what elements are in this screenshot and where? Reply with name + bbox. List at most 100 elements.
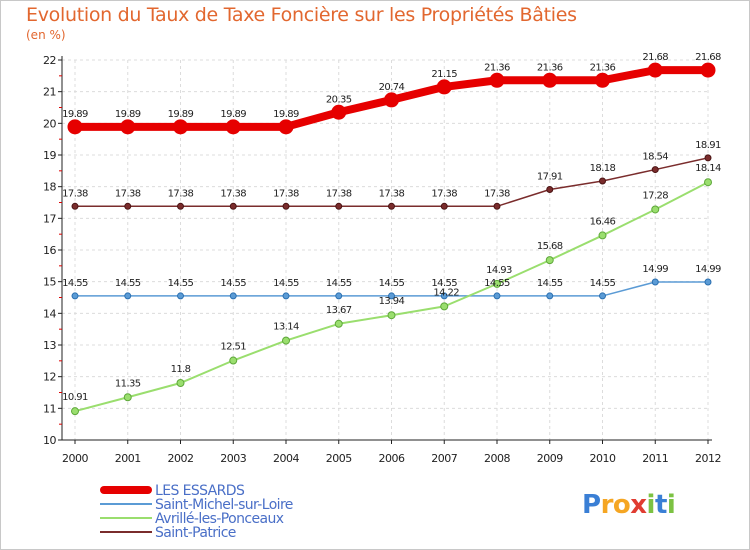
- data-label: 14.55: [326, 278, 352, 289]
- data-label: 14.55: [484, 278, 510, 289]
- data-label: 14.55: [168, 278, 194, 289]
- data-point: [282, 202, 290, 210]
- data-point: [334, 319, 343, 328]
- legend-label: Saint-Michel-sur-Loire: [155, 497, 293, 513]
- legend-item: Saint-Michel-sur-Loire: [100, 497, 360, 513]
- data-point: [599, 177, 606, 185]
- data-point: [225, 119, 241, 135]
- y-tick-label: 13: [43, 339, 56, 352]
- data-point: [384, 92, 399, 108]
- logo-letter: P: [582, 490, 601, 520]
- data-point: [173, 119, 188, 135]
- x-tick-label: 2000: [62, 452, 88, 465]
- data-point: [599, 292, 606, 300]
- data-point: [704, 278, 712, 286]
- legend-swatch: [100, 486, 152, 494]
- x-tick-label: 2006: [379, 452, 405, 465]
- data-label: 21.36: [484, 62, 510, 73]
- data-point: [124, 202, 132, 210]
- data-point: [489, 72, 505, 88]
- data-point: [71, 407, 79, 416]
- x-tick-label: 2011: [642, 452, 668, 465]
- logo-letter: i: [666, 490, 676, 520]
- data-label: 10.91: [62, 392, 88, 403]
- data-label: 18.18: [590, 163, 616, 174]
- data-label: 20.74: [379, 82, 405, 93]
- data-label: 14.55: [115, 278, 141, 289]
- data-label: 17.38: [379, 188, 405, 199]
- data-label: 19.89: [220, 109, 246, 120]
- data-point: [542, 72, 558, 88]
- proxiti-logo: Proxiti: [582, 490, 676, 520]
- data-label: 13.14: [273, 322, 299, 333]
- data-point: [229, 202, 237, 210]
- data-label: 19.89: [115, 109, 141, 120]
- data-label: 14.55: [273, 278, 299, 289]
- data-label: 14.55: [62, 278, 88, 289]
- data-point: [440, 302, 449, 311]
- data-label: 14.22: [433, 287, 459, 298]
- x-tick-label: 2012: [695, 452, 721, 465]
- x-tick-label: 2008: [484, 452, 510, 465]
- legend-swatch: [100, 531, 152, 533]
- data-label: 17.38: [62, 188, 88, 199]
- legend: LES ESSARDS Saint-Michel-sur-Loire Avrillé…: [100, 483, 360, 541]
- data-label: 17.38: [326, 188, 352, 199]
- data-point: [388, 292, 395, 300]
- logo-letter: i: [646, 490, 656, 520]
- data-label: 14.93: [486, 265, 512, 276]
- y-tick-label: 14: [43, 307, 56, 320]
- y-tick-label: 22: [43, 54, 56, 67]
- data-point: [176, 379, 185, 387]
- data-label: 17.91: [537, 172, 563, 183]
- data-point: [387, 311, 396, 320]
- data-point: [595, 72, 610, 88]
- data-label: 18.14: [695, 163, 721, 174]
- y-tick-label: 18: [43, 181, 56, 194]
- x-tick-label: 2009: [537, 452, 563, 465]
- data-point: [545, 256, 554, 265]
- data-label: 21.68: [695, 52, 721, 63]
- data-point: [331, 104, 347, 120]
- y-tick-label: 17: [43, 212, 56, 225]
- data-point: [67, 119, 83, 135]
- data-label: 19.89: [273, 109, 299, 120]
- data-label: 14.55: [590, 278, 616, 289]
- x-tick-label: 2001: [115, 452, 141, 465]
- y-tick-label: 15: [43, 276, 56, 289]
- legend-item: Saint-Patrice: [100, 525, 360, 541]
- tick-labels: 10 11 12 13 14 15 16 17 18 19 20 21 22 2000 2001 2002 20…: [43, 54, 722, 465]
- y-tick-label: 19: [43, 149, 56, 162]
- data-point: [177, 292, 184, 300]
- data-point: [388, 202, 395, 210]
- data-point: [440, 292, 448, 300]
- data-point: [282, 292, 290, 300]
- data-label: 18.54: [642, 152, 668, 163]
- data-point: [651, 205, 660, 214]
- data-point: [598, 231, 607, 240]
- data-label: 17.38: [168, 188, 194, 199]
- x-tick-label: 2002: [168, 452, 194, 465]
- chart-unit: (en %): [26, 28, 66, 42]
- logo-letter: o: [612, 490, 631, 520]
- data-label: 11.35: [115, 378, 141, 389]
- logo-letter: r: [600, 490, 614, 520]
- data-label: 20.35: [326, 94, 352, 105]
- legend-item: Avrillé-les-Ponceaux: [100, 511, 360, 527]
- data-labels: 19.89 19.89 19.89 19.89 19.89 20.35 20.74 21.15…: [62, 52, 721, 403]
- data-label: 19.89: [168, 109, 194, 120]
- x-tick-label: 2005: [326, 452, 352, 465]
- grid-lines: [62, 59, 709, 441]
- data-point: [335, 202, 343, 210]
- legend-swatch: [100, 517, 152, 519]
- data-label: 17.38: [273, 188, 299, 199]
- data-label: 17.28: [642, 190, 668, 201]
- data-point: [335, 292, 343, 300]
- data-point: [436, 79, 452, 95]
- x-tick-label: 2003: [220, 452, 246, 465]
- logo-letter: x: [630, 490, 647, 520]
- data-label: 14.99: [642, 264, 668, 275]
- data-point: [493, 292, 501, 300]
- axes: [58, 56, 712, 444]
- data-label: 14.55: [220, 278, 246, 289]
